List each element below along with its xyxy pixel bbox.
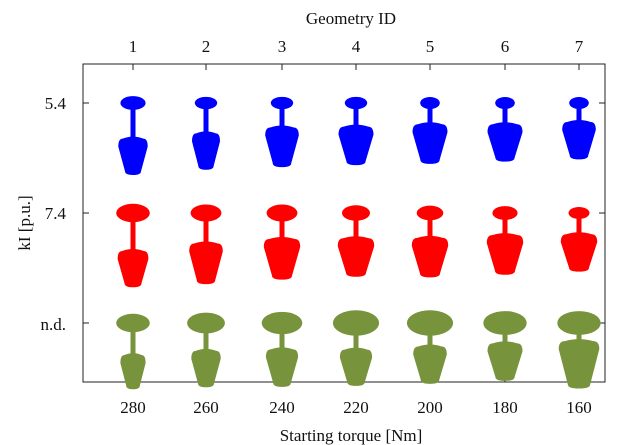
violin-mark [557,311,601,389]
top-tick-label: 6 [501,37,510,56]
violin-body [487,122,523,162]
x-axis-title: Starting torque [Nm] [280,426,423,445]
violin-mark [192,96,220,170]
violin-stem [353,213,359,245]
violin-mark [263,204,301,280]
violin-stem [279,103,285,134]
violin-marks [116,96,601,390]
violin-mark [332,310,380,386]
violin-body [487,341,523,381]
violin-mark [412,97,448,164]
violin-stem [279,323,285,356]
violin-body [412,122,448,164]
violin-body [117,248,149,288]
violin-mark [483,311,527,381]
violin-mark [265,96,299,168]
violin-mark [337,205,375,277]
violin-stem [502,213,508,242]
violin-stem [130,103,136,145]
y-tick-label: 5.4 [45,94,67,113]
violin-stem [502,323,508,350]
x-tick-label: 220 [343,398,369,417]
violin-stem [576,103,582,128]
x-tick-label: 160 [566,398,592,417]
tick-marks [83,64,605,382]
violin-mark [116,313,150,390]
x-tick-label: 240 [269,398,295,417]
top-tick-label: 7 [575,37,584,56]
violin-body [560,232,598,272]
violin-body [120,353,146,390]
top-tick-label: 1 [129,37,138,56]
violin-body [191,348,221,388]
violin-body [562,120,596,160]
violin-stem [427,103,433,131]
violin-body [411,235,449,278]
violin-body [413,344,447,384]
top-tick-label: 4 [352,37,361,56]
violin-stem [130,323,136,362]
violin-stem [203,103,209,140]
violin-mark [411,205,449,278]
violin-mark [187,312,225,388]
y-axis-title: kI [p.u.] [15,195,34,250]
violin-body [486,233,524,275]
violin-mark [562,97,596,160]
violin-body [338,124,374,166]
violin-stem [576,323,582,348]
y-tick-label: n.d. [41,315,67,334]
violin-stem [203,323,209,357]
violin-stem [130,213,136,257]
violin-mark [406,310,454,384]
violin-mark [118,96,148,175]
violin-mark [560,207,598,272]
top-axis-title: Geometry ID [306,9,396,28]
violin-mark [338,96,374,166]
top-tick-label: 2 [202,37,211,56]
violin-stem [203,213,209,250]
violin-stem [576,213,582,241]
violin-mark [116,203,150,288]
x-tick-label: 260 [193,398,219,417]
violin-body [339,347,373,386]
violin-body [118,136,148,175]
top-tick-label: 5 [426,37,435,56]
x-tick-label: 200 [417,398,443,417]
violin-body [265,347,299,387]
violin-body [192,131,220,170]
violin-stem [427,323,433,353]
violin-mark [189,204,223,285]
violin-mark [261,311,303,387]
x-tick-label: 180 [492,398,518,417]
violin-stem [502,103,508,131]
violin-mark [486,206,524,275]
violin-body [265,125,299,168]
violin-stem [353,103,359,133]
top-tick-label: 3 [278,37,287,56]
y-tick-label: 7.4 [45,204,67,223]
violin-body [189,241,223,285]
x-tick-label: 280 [120,398,146,417]
violin-stem [427,213,433,244]
violin-body [337,236,375,277]
violin-stem [353,323,359,356]
violin-body [558,339,600,389]
plot-frame [82,63,606,383]
violin-mark [487,97,523,162]
violin-body [263,236,301,280]
violin-stem [279,213,285,245]
